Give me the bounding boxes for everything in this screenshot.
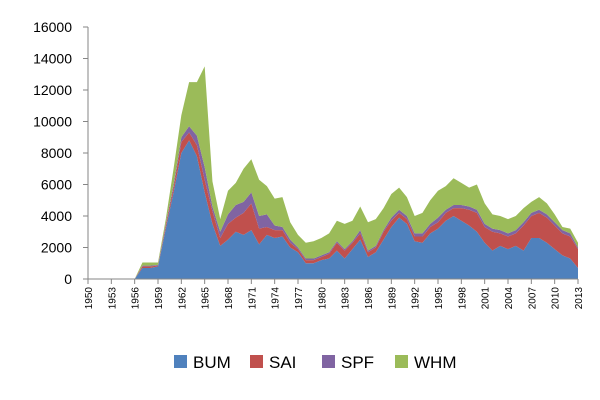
x-tick-label: 1968 bbox=[224, 287, 235, 310]
x-tick-label: 1971 bbox=[247, 287, 258, 310]
legend-label-bum: BUM bbox=[193, 353, 231, 372]
area-series-whm bbox=[88, 66, 578, 279]
x-tick-label: 1980 bbox=[317, 287, 328, 310]
x-tick-label: 2007 bbox=[527, 287, 538, 310]
y-tick-label: 8000 bbox=[41, 145, 72, 161]
plot-areas bbox=[88, 66, 578, 279]
x-tick-label: 1950 bbox=[84, 287, 95, 310]
area-series-bum bbox=[88, 140, 578, 279]
x-tick-label: 1974 bbox=[271, 287, 282, 310]
legend-label-sai: SAI bbox=[269, 353, 296, 372]
x-tick-label: 1953 bbox=[107, 287, 118, 310]
legend-label-spf: SPF bbox=[341, 353, 374, 372]
x-tick-labels: 1950 1953 1956 1959 1962 1965 1968 1971 1974 1977… bbox=[84, 279, 585, 309]
x-tick-label: 1977 bbox=[294, 287, 305, 310]
area-series-sai bbox=[88, 132, 578, 279]
legend-swatch-sai bbox=[250, 355, 263, 368]
x-tick-label: 2013 bbox=[574, 287, 585, 310]
y-tick-label: 2000 bbox=[41, 240, 72, 256]
x-tick-label: 1959 bbox=[154, 287, 165, 310]
legend-swatch-bum bbox=[174, 355, 187, 368]
x-tick-label: 1956 bbox=[131, 287, 142, 310]
y-tick-label: 16000 bbox=[33, 19, 72, 35]
legend: BUM SAI SPF WHM bbox=[174, 353, 456, 372]
x-tick-label: 1986 bbox=[364, 287, 375, 310]
x-tick-label: 1983 bbox=[341, 287, 352, 310]
y-tick-label: 0 bbox=[64, 271, 72, 287]
x-tick-label: 1995 bbox=[434, 287, 445, 310]
y-tick-label: 10000 bbox=[33, 114, 72, 130]
y-tick-label: 14000 bbox=[33, 51, 72, 67]
x-tick-label: 1992 bbox=[411, 287, 422, 310]
legend-swatch-spf bbox=[322, 355, 335, 368]
legend-swatch-whm bbox=[395, 355, 408, 368]
x-tick-label: 1998 bbox=[457, 287, 468, 310]
y-tick-label: 12000 bbox=[33, 82, 72, 98]
y-tick-label: 4000 bbox=[41, 208, 72, 224]
x-tick-label: 2001 bbox=[481, 287, 492, 310]
x-tick-label: 1989 bbox=[387, 287, 398, 310]
x-tick-label: 2004 bbox=[504, 287, 515, 310]
legend-label-whm: WHM bbox=[414, 353, 456, 372]
x-tick-label: 1962 bbox=[177, 287, 188, 310]
x-tick-label: 1965 bbox=[201, 287, 212, 310]
y-tick-labels: 0 2000 4000 6000 8000 10000 12000 14000 16000 bbox=[33, 19, 88, 287]
x-tick-label: 2010 bbox=[551, 287, 562, 310]
y-tick-label: 6000 bbox=[41, 177, 72, 193]
